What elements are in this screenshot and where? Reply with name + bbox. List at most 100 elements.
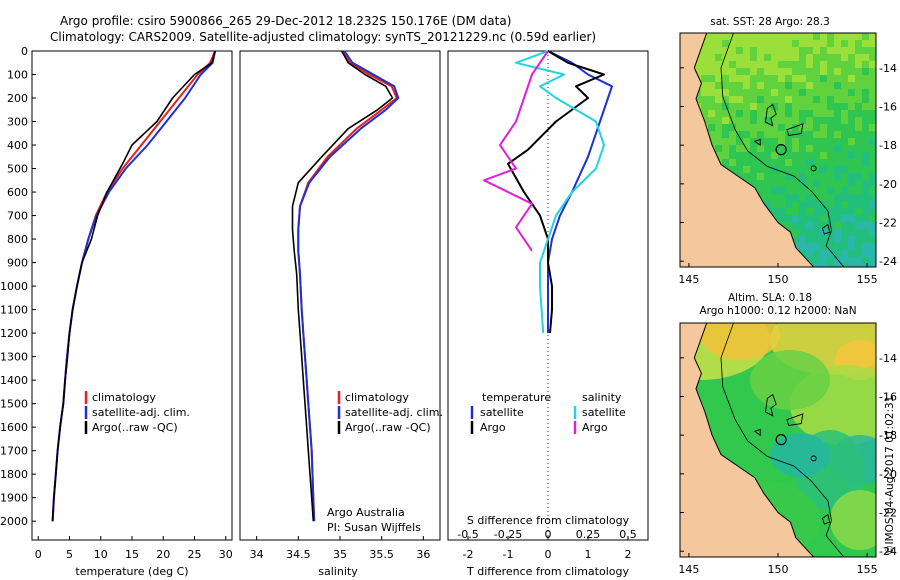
sst-cell: [848, 243, 856, 251]
sst-cell: [722, 61, 730, 69]
sst-cell: [715, 152, 723, 160]
sst-cell: [806, 208, 814, 216]
lon-tick-label: 145: [678, 563, 699, 576]
sst-cell: [855, 194, 863, 202]
sst-cell: [869, 215, 876, 223]
t-tick-label: 0: [545, 548, 552, 561]
reef-outline: [765, 103, 777, 127]
sst-cell: [757, 75, 765, 83]
sst-cell: [778, 201, 786, 209]
sst-cell: [820, 201, 828, 209]
sst-cell: [785, 180, 793, 188]
sst-cell: [806, 236, 814, 244]
sst-cell: [820, 68, 828, 76]
sst-cell: [834, 222, 842, 230]
sst-cell: [855, 33, 863, 41]
sst-cell: [862, 173, 870, 181]
sst-cell: [715, 145, 723, 153]
depth-tick-label: 2000: [0, 515, 28, 528]
sst-cell: [743, 33, 751, 41]
sst-cell: [729, 89, 737, 97]
sst-cell: [834, 68, 842, 76]
sst-cell: [729, 159, 737, 167]
sst-cell: [736, 33, 744, 41]
sst-cell: [729, 61, 737, 69]
sst-cell: [862, 201, 870, 209]
sst-cell: [799, 131, 807, 139]
sst-cell: [750, 75, 758, 83]
sst-cell: [722, 68, 730, 76]
sst-cell: [743, 47, 751, 55]
sst-cell: [869, 257, 876, 265]
sla-blob: [750, 350, 830, 410]
sst-cell: [792, 138, 800, 146]
sst-cell: [834, 40, 842, 48]
sst-cell: [841, 229, 849, 237]
sst-cell: [869, 194, 876, 202]
sst-cell: [764, 68, 772, 76]
sst-cell: [757, 54, 765, 62]
sst-cell: [813, 215, 821, 223]
s-tick-label: -0.5: [457, 528, 478, 541]
sst-cell: [827, 47, 835, 55]
sst-cell: [771, 173, 779, 181]
sst-cell: [785, 68, 793, 76]
sst-cell: [799, 54, 807, 62]
sst-cell: [778, 166, 786, 174]
sst-cell: [813, 201, 821, 209]
sst-cell: [862, 96, 870, 104]
sst-cell: [855, 215, 863, 223]
shelf-contour: [720, 33, 845, 267]
sst-cell: [806, 33, 814, 41]
sst-cell: [820, 236, 828, 244]
s-tick-label: 0.5: [619, 528, 637, 541]
sst-cell: [841, 166, 849, 174]
sst-cell: [771, 201, 779, 209]
reef-outline: [753, 428, 761, 437]
lon-tick-label: 155: [857, 563, 878, 576]
sst-cell: [813, 250, 821, 258]
sst-cell: [841, 201, 849, 209]
sst-cell: [848, 159, 856, 167]
sst-cell: [848, 68, 856, 76]
sst-cell: [820, 89, 828, 97]
depth-tick-label: 600: [7, 186, 28, 199]
sst-cell: [764, 110, 772, 118]
sst-cell: [848, 82, 856, 90]
sst-cell: [862, 82, 870, 90]
sst-cell: [715, 68, 723, 76]
sst-cell: [729, 96, 737, 104]
sst-cell: [799, 117, 807, 125]
sst-cell: [869, 96, 876, 104]
sst-cell: [792, 54, 800, 62]
sst-cell: [806, 131, 814, 139]
sst-cell: [813, 257, 821, 265]
sst-cell: [841, 110, 849, 118]
series-salinity-argo-line: [483, 50, 549, 252]
sst-cell: [813, 89, 821, 97]
sst-cell: [757, 166, 765, 174]
sst-cell: [792, 166, 800, 174]
legend-argo-label: Argo(..raw -QC): [92, 421, 178, 434]
sst-cell: [855, 243, 863, 251]
sst-cell: [806, 194, 814, 202]
sst-cell: [792, 96, 800, 104]
sst-cell: [771, 68, 779, 76]
salinity-xlabel: salinity: [318, 565, 358, 578]
sst-cell: [771, 47, 779, 55]
sst-cell: [715, 96, 723, 104]
depth-tick-label: 1600: [0, 421, 28, 434]
sst-cell: [862, 208, 870, 216]
sst-cell: [715, 61, 723, 69]
header-line-2: Climatology: CARS2009. Satellite-adjuste…: [50, 30, 596, 44]
salinity-axes-frame: [239, 50, 441, 541]
reef-outline: [786, 413, 804, 427]
sla-map-axes: 145 150 155 -14 -16 -18 -20 -22 -24: [678, 352, 897, 576]
sst-cell: [750, 61, 758, 69]
lat-tick-label: -20: [879, 178, 897, 191]
sst-cell: [869, 33, 876, 41]
sst-cell: [715, 40, 723, 48]
depth-tick-label: 1700: [0, 445, 28, 458]
sst-cell: [848, 229, 856, 237]
sst-cell: [834, 166, 842, 174]
